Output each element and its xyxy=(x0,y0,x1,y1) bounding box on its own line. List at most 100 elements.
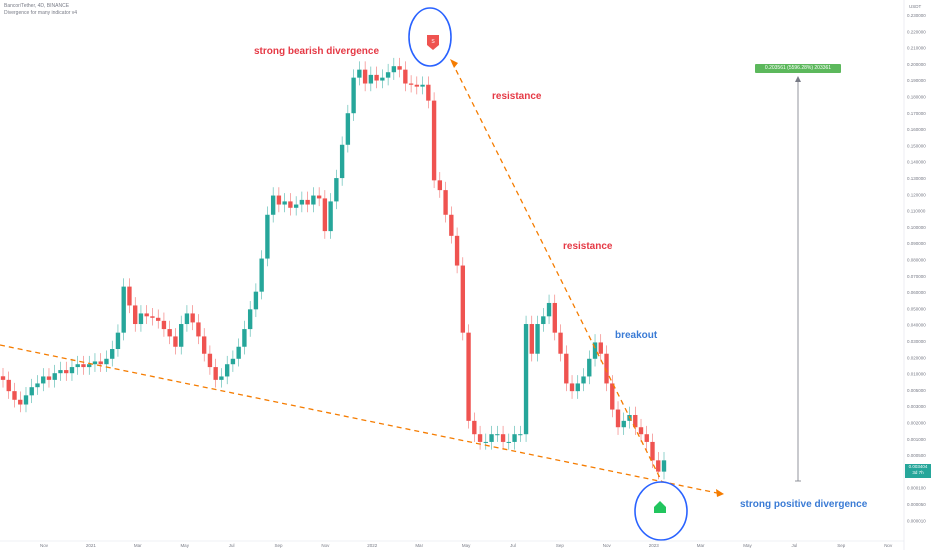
candle-body xyxy=(638,427,644,435)
candle-body xyxy=(219,376,224,380)
measure-arrow xyxy=(795,76,801,82)
price-axis-tick: 0.130000 xyxy=(907,176,926,181)
candle-body xyxy=(259,258,264,292)
price-axis-tick: 0.090000 xyxy=(907,241,926,246)
candle-body xyxy=(506,441,511,443)
time-axis-tick: May xyxy=(462,543,471,548)
candle-body xyxy=(512,434,517,442)
candle-body xyxy=(362,69,368,84)
candle-body xyxy=(466,332,471,421)
time-axis-tick: Nov xyxy=(321,543,330,548)
candle-body xyxy=(87,364,92,368)
candle-body xyxy=(661,460,667,472)
price-axis-tick: 0.100000 xyxy=(907,225,926,230)
time-axis-tick: Jul xyxy=(792,543,798,548)
sell-signal-marker[interactable]: S xyxy=(427,35,439,50)
candle-body xyxy=(615,409,621,428)
time-axis[interactable]: Nov 2021 Mar May Jul Sep Nov 2022 Mar May Jul Sep No… xyxy=(40,543,893,548)
candle-body xyxy=(656,460,661,472)
breakout-label: breakout xyxy=(615,330,658,341)
candle-body xyxy=(293,204,299,208)
candle-body xyxy=(621,420,626,428)
price-axis-tick: 0.030000 xyxy=(907,339,926,344)
price-axis-tick: 0.200000 xyxy=(907,62,926,67)
candle-body xyxy=(598,342,603,354)
time-axis-tick: Nov xyxy=(40,543,49,548)
candle-body xyxy=(207,353,213,368)
price-axis-tick: 0.060000 xyxy=(907,290,926,295)
candle-body xyxy=(213,367,218,380)
candle-body xyxy=(644,434,649,442)
candle-body xyxy=(81,364,86,368)
candle-body xyxy=(500,434,506,442)
candle-body xyxy=(431,100,437,181)
price-axis-tick: 0.110000 xyxy=(907,209,926,214)
candle-body xyxy=(46,376,52,380)
candle-body xyxy=(299,199,305,205)
candle-body xyxy=(253,291,259,310)
price-axis-tick: 0.020000 xyxy=(907,355,926,360)
candle-body xyxy=(420,84,425,87)
candle-body xyxy=(230,358,236,365)
buy-signal-marker[interactable] xyxy=(654,501,666,513)
candle-body xyxy=(575,383,580,392)
price-axis-tick: 0.010000 xyxy=(907,372,926,377)
time-axis-tick: Nov xyxy=(603,543,612,548)
candle-body xyxy=(92,361,98,365)
symbol-title[interactable]: Bancor/Tether, 4D, BINANCE xyxy=(4,3,70,9)
candle-body xyxy=(110,349,115,359)
price-axis-tick: 0.080000 xyxy=(907,258,926,263)
candle-body xyxy=(311,195,316,205)
candle-body xyxy=(265,214,270,259)
candle-body xyxy=(334,178,339,202)
measure-label[interactable]: 0.203561 (5596.28%) 203361 xyxy=(755,64,841,73)
candle-body xyxy=(75,364,80,368)
candle-body xyxy=(133,305,138,325)
candle-body xyxy=(35,383,40,388)
candle-body xyxy=(569,383,575,392)
candle-body xyxy=(368,74,374,84)
candle-body xyxy=(144,313,149,317)
resistance-label-lower: resistance xyxy=(563,241,613,252)
time-axis-tick: May xyxy=(180,543,189,548)
resistance-trendline[interactable] xyxy=(451,61,663,483)
candle-body xyxy=(449,214,454,236)
candle-body xyxy=(190,313,195,323)
candle-body xyxy=(426,84,431,101)
candle-body xyxy=(276,195,282,205)
price-axis-tick: 0.040000 xyxy=(907,323,926,328)
time-axis-tick: Sep xyxy=(274,543,283,548)
price-axis-tick: 0.005000 xyxy=(907,388,926,393)
candle-body xyxy=(69,367,75,374)
time-axis-tick: Jul xyxy=(229,543,235,548)
top-divergence-circle xyxy=(408,7,452,67)
candle-body xyxy=(339,144,345,179)
candle-body xyxy=(201,336,207,354)
time-axis-tick: 2023 xyxy=(649,543,660,548)
candle-body xyxy=(587,358,592,377)
indicator-title[interactable]: Divergence for many indicator v4 xyxy=(4,10,78,16)
candle-body xyxy=(529,324,534,354)
candle-body xyxy=(454,235,460,266)
price-axis-tick: 0.120000 xyxy=(907,192,926,197)
candle-body xyxy=(385,72,391,78)
support-trendline[interactable] xyxy=(0,344,723,495)
price-axis-tick: 0.000050 xyxy=(907,502,926,507)
time-axis-tick: May xyxy=(743,543,752,548)
resistance-label-upper: resistance xyxy=(492,91,542,102)
time-axis-tick: Sep xyxy=(556,543,565,548)
candle-body xyxy=(633,414,638,428)
candle-body xyxy=(414,84,420,87)
candle-body xyxy=(127,286,132,306)
sell-marker-label: S xyxy=(431,39,435,45)
time-axis-tick: Mar xyxy=(415,543,423,548)
candle-body xyxy=(6,379,11,392)
candle-body xyxy=(178,324,184,347)
candle-body xyxy=(604,353,609,384)
candle-body xyxy=(460,265,466,333)
candle-body xyxy=(650,441,655,461)
candle-body xyxy=(535,324,540,354)
price-axis[interactable]: 0.230000 0.220000 0.210000 0.200000 0.190000… xyxy=(907,13,926,523)
candle-body xyxy=(224,364,230,377)
